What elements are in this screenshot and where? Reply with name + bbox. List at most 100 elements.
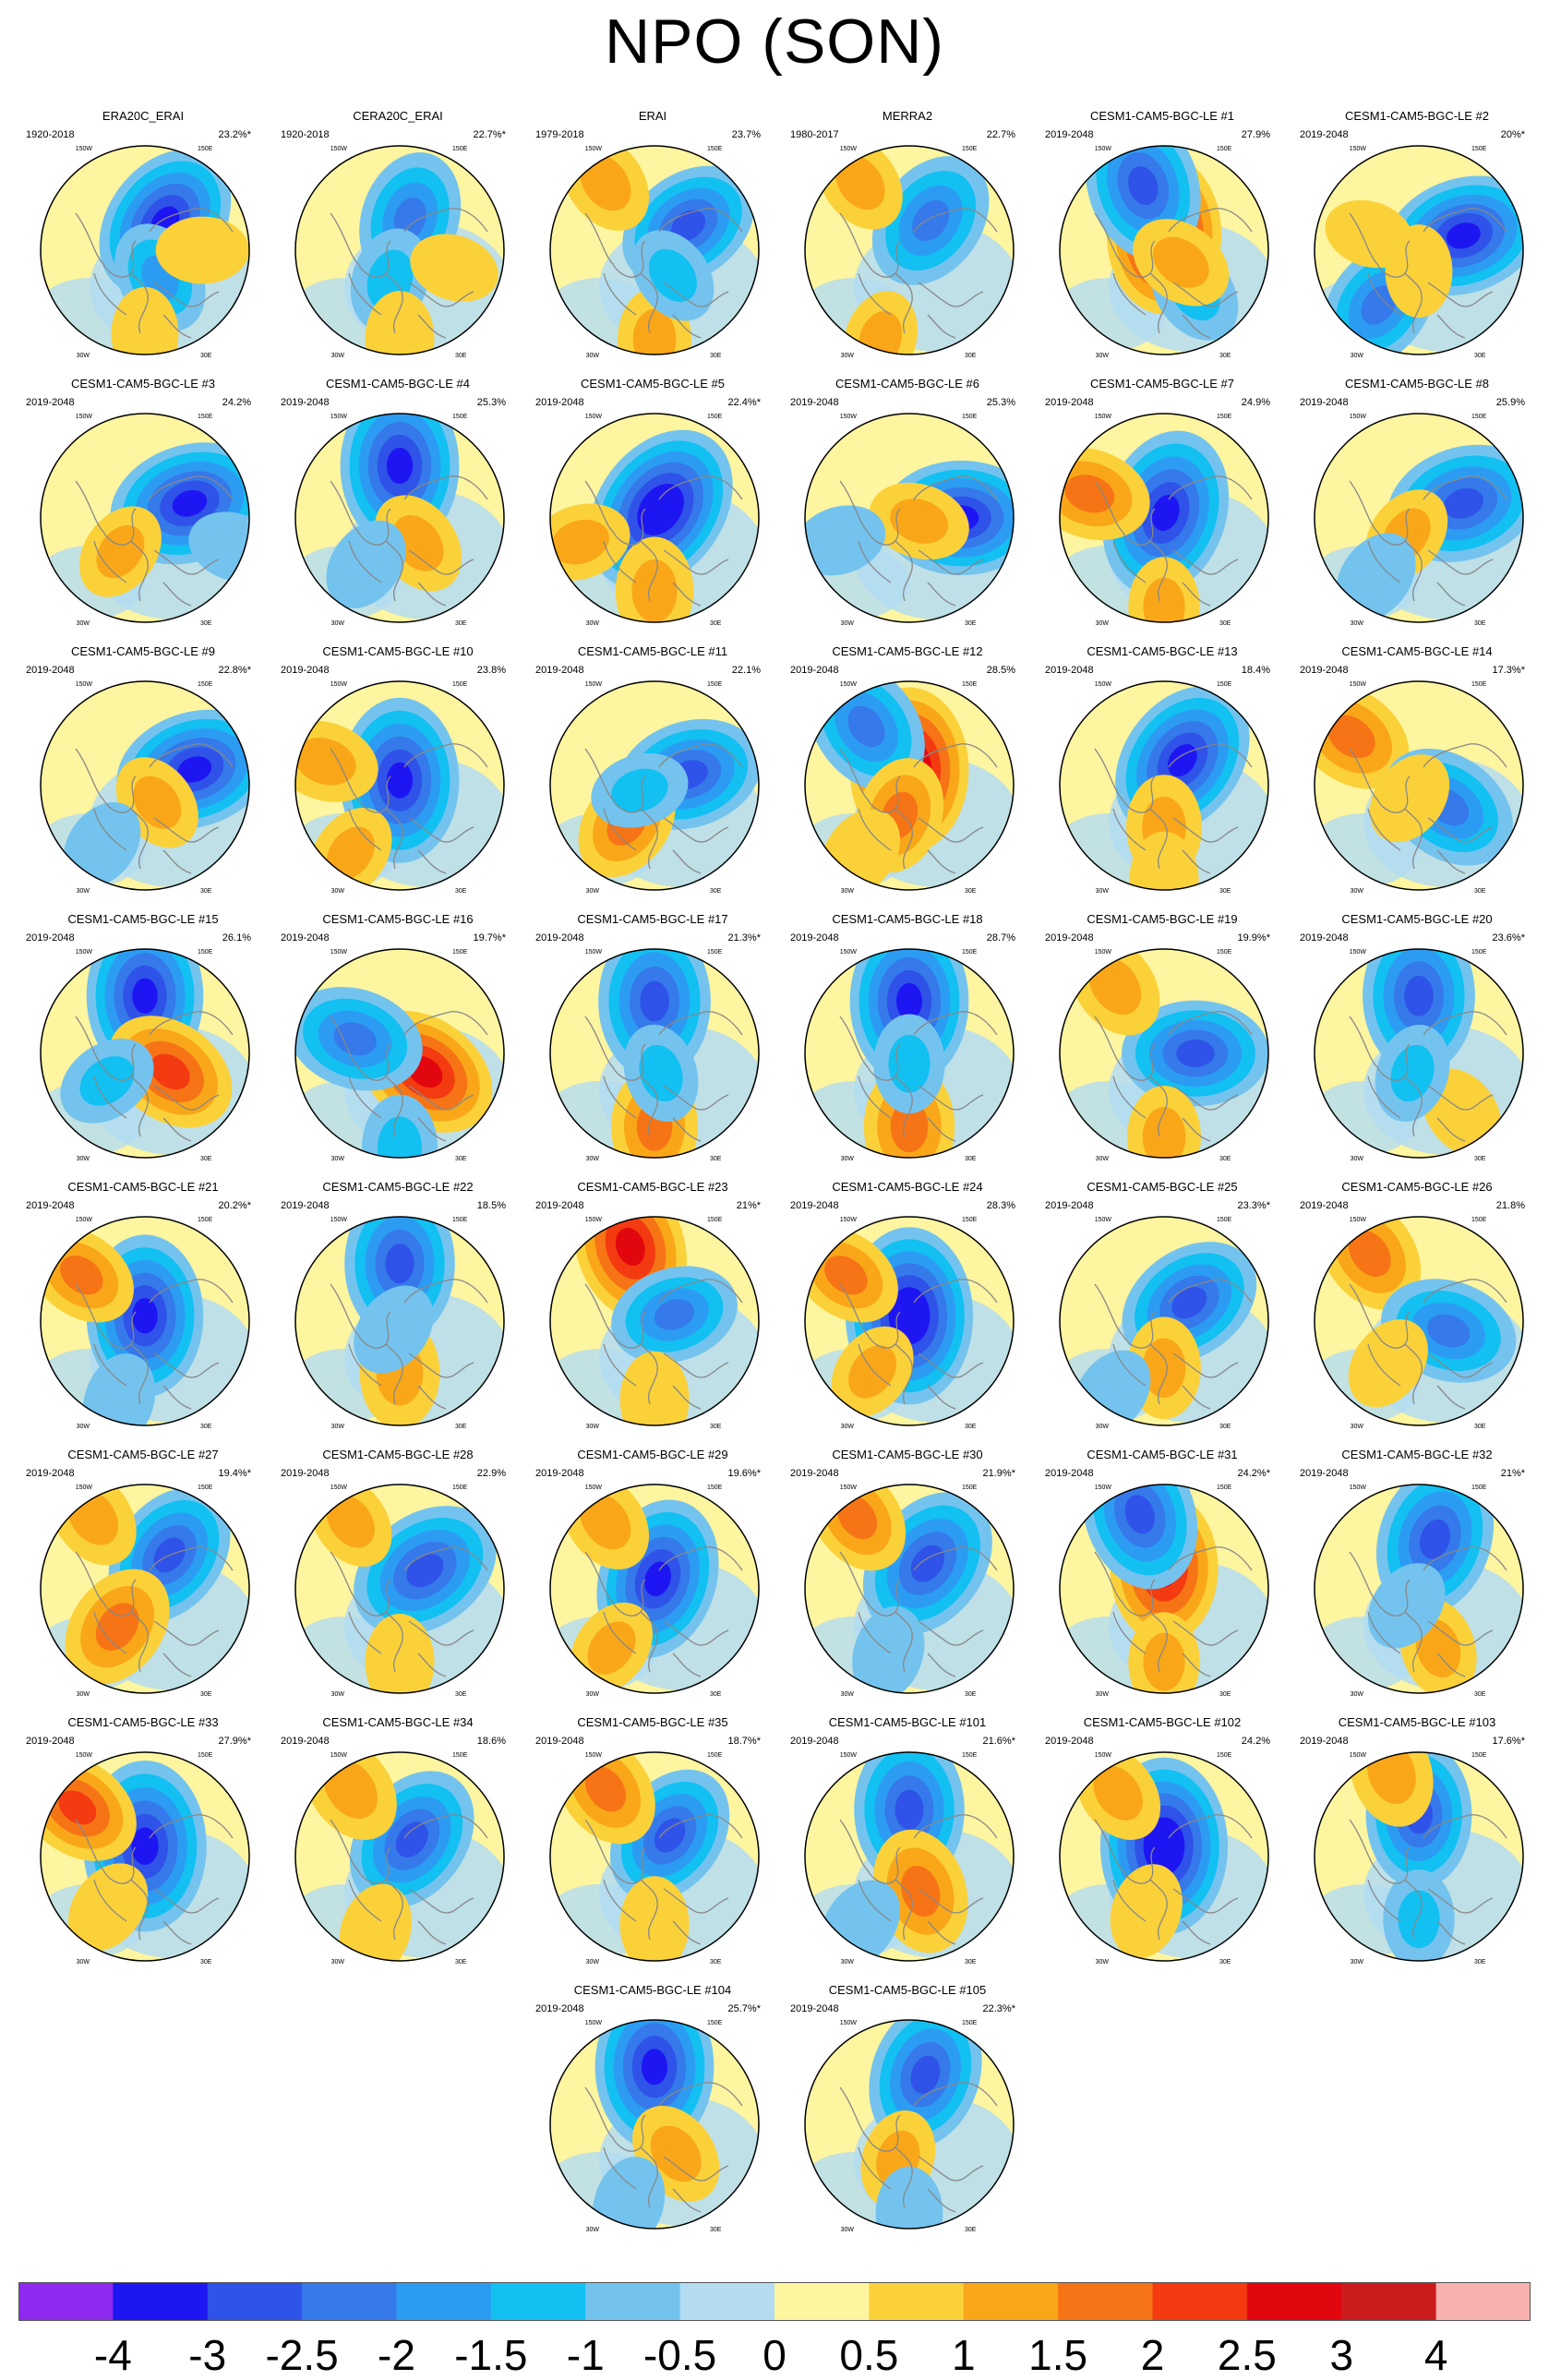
map-panel: CESM1-CAM5-BGC-LE #252019-204823.3%*1800… xyxy=(1038,1180,1287,1429)
colorbar-segment xyxy=(963,2282,1059,2321)
panel-period: 2019-2048 xyxy=(790,932,839,944)
colorbar-tick-label: 0.5 xyxy=(839,2331,899,2379)
colorbar-segment xyxy=(774,2282,870,2321)
coastline xyxy=(839,743,998,874)
colorbar-tick-label: 2 xyxy=(1140,2331,1165,2379)
panel-title: CESM1-CAM5-BGC-LE #28 xyxy=(322,1448,474,1461)
longitude-label: 150E xyxy=(1471,414,1487,420)
colorbar-segment xyxy=(396,2282,492,2321)
longitude-label: 30W xyxy=(586,2227,600,2232)
colorbar-segment xyxy=(1152,2282,1248,2321)
longitude-label: 30E xyxy=(1474,620,1486,626)
anomaly-contour xyxy=(1088,956,1142,1016)
longitude-label: 150W xyxy=(1350,1752,1367,1759)
anomaly-contour xyxy=(1124,1495,1155,1534)
map-panel: CESM1-CAM5-BGC-LE #262019-204821.8%18001… xyxy=(1292,1180,1542,1429)
panel-period: 2019-2048 xyxy=(1045,1468,1094,1479)
panel-title: CESM1-CAM5-BGC-LE #32 xyxy=(1341,1448,1493,1461)
longitude-label: 180 xyxy=(1159,144,1170,145)
panel-variance-pct: 18.7%* xyxy=(727,1736,761,1747)
longitude-label: 150E xyxy=(198,414,213,420)
panel-variance-pct: 25.3% xyxy=(986,397,1015,408)
panel-period: 2019-2048 xyxy=(281,1200,330,1211)
anomaly-contour xyxy=(1325,199,1414,269)
panel-variance-pct: 18.6% xyxy=(476,1736,506,1747)
panel-variance-pct: 19.7%* xyxy=(473,932,506,944)
panel-period: 2019-2048 xyxy=(1045,129,1094,140)
panel-period: 2019-2048 xyxy=(535,1200,584,1211)
polar-map: 1800120W90W60W120E90E60E150W150E30W30E xyxy=(804,2018,1015,2232)
longitude-label: 180 xyxy=(1413,1215,1424,1216)
longitude-label: 30W xyxy=(331,888,345,894)
longitude-label: 150W xyxy=(76,1484,93,1491)
map-panel: CESM1-CAM5-BGC-LE #105 2019-2048 22.3%* 180… xyxy=(783,1983,1032,2232)
panel-title: CESM1-CAM5-BGC-LE #6 xyxy=(835,377,980,391)
panel-period: 2019-2048 xyxy=(535,1736,584,1747)
longitude-label: 30W xyxy=(586,1959,600,1965)
anomaly-contour xyxy=(1415,1618,1461,1678)
map-panel: CESM1-CAM5-BGC-LE #232019-204821%*180012… xyxy=(528,1180,777,1429)
panel-period: 2019-2048 xyxy=(1300,1200,1349,1211)
polar-map: 1800120W90W60W120E90E60E150W150E30W30E xyxy=(549,1215,760,1429)
polar-map: 1800120W90W60W120E90E60E150W150E30W30E xyxy=(804,1750,1015,1965)
longitude-label: 150E xyxy=(1471,949,1487,956)
longitude-label: 180 xyxy=(1413,679,1424,680)
longitude-label: 30W xyxy=(841,888,855,894)
panel-period: 2019-2048 xyxy=(26,932,75,944)
longitude-label: 150E xyxy=(707,1217,723,1223)
panel-title: CESM1-CAM5-BGC-LE #3 xyxy=(70,377,216,391)
panel-variance-pct: 20.2%* xyxy=(218,1200,251,1211)
panel-period: 2019-2048 xyxy=(790,1736,839,1747)
longitude-label: 150W xyxy=(840,949,858,956)
panel-period: 1979-2018 xyxy=(535,129,584,140)
polar-map: 1800120W90W60W120E90E60E150W150E30W30E xyxy=(40,947,250,1161)
polar-map: 1800120W90W60W120E90E60E150W150E30W30E xyxy=(1314,412,1524,626)
anomaly-contour xyxy=(1404,975,1434,1016)
anomaly-contour xyxy=(615,1227,645,1267)
anomaly-contour xyxy=(890,1100,929,1153)
panel-variance-pct: 23.6%* xyxy=(1492,932,1525,944)
map-panel: CESM1-CAM5-BGC-LE #132019-204818.4%18001… xyxy=(1038,644,1287,894)
coastline xyxy=(1094,1279,1253,1410)
colorbar-tick-label: -4 xyxy=(93,2331,132,2379)
anomaly-contour xyxy=(172,489,208,517)
longitude-label: 30W xyxy=(1096,1156,1110,1161)
longitude-label: 30W xyxy=(77,888,90,894)
panel-period: 2019-2048 xyxy=(281,1736,330,1747)
map-panel: CESM1-CAM5-BGC-LE #202019-204823.6%*1800… xyxy=(1292,912,1542,1161)
panel-variance-pct: 22.8%* xyxy=(218,665,251,676)
longitude-label: 150W xyxy=(840,414,858,420)
panel-title: CESM1-CAM5-BGC-LE #31 xyxy=(1087,1448,1238,1461)
longitude-label: 30W xyxy=(77,620,90,626)
longitude-label: 150W xyxy=(1350,681,1367,688)
coastline xyxy=(1094,475,1253,607)
anomaly-contour xyxy=(895,1789,924,1830)
longitude-label: 150E xyxy=(962,1217,978,1223)
panel-variance-pct: 23.3%* xyxy=(1237,1200,1270,1211)
anomaly-contour xyxy=(580,154,631,211)
panel-period: 1980-2017 xyxy=(790,129,839,140)
coastline xyxy=(1349,1011,1507,1142)
longitude-label: 30W xyxy=(77,1424,90,1429)
longitude-label: 180 xyxy=(904,947,915,948)
longitude-label: 30W xyxy=(1096,353,1110,358)
coastline xyxy=(839,1546,998,1677)
longitude-label: 180 xyxy=(394,144,405,145)
coastline xyxy=(330,743,488,874)
coastline xyxy=(1349,475,1507,607)
longitude-label: 150W xyxy=(1350,146,1367,152)
panel-variance-pct: 18.4% xyxy=(1241,665,1270,676)
map-panel: CERA20C_ERAI1920-201822.7%*1800120W90W60… xyxy=(273,109,522,358)
coastline xyxy=(75,1011,234,1142)
longitude-label: 150E xyxy=(962,2020,978,2026)
anomaly-contour xyxy=(890,499,949,544)
panel-title: CESM1-CAM5-BGC-LE #103 xyxy=(1338,1715,1496,1729)
longitude-label: 150W xyxy=(1095,681,1112,688)
panel-variance-pct: 22.3%* xyxy=(982,2003,1015,2014)
longitude-label: 30E xyxy=(965,1424,977,1429)
colorbar xyxy=(18,2282,1531,2321)
polar-map: 1800120W90W60W120E90E60E150W150E30W30E xyxy=(549,2018,760,2232)
coastline xyxy=(1094,1546,1253,1677)
coastline xyxy=(839,1279,998,1410)
anomaly-contour xyxy=(60,1256,103,1295)
